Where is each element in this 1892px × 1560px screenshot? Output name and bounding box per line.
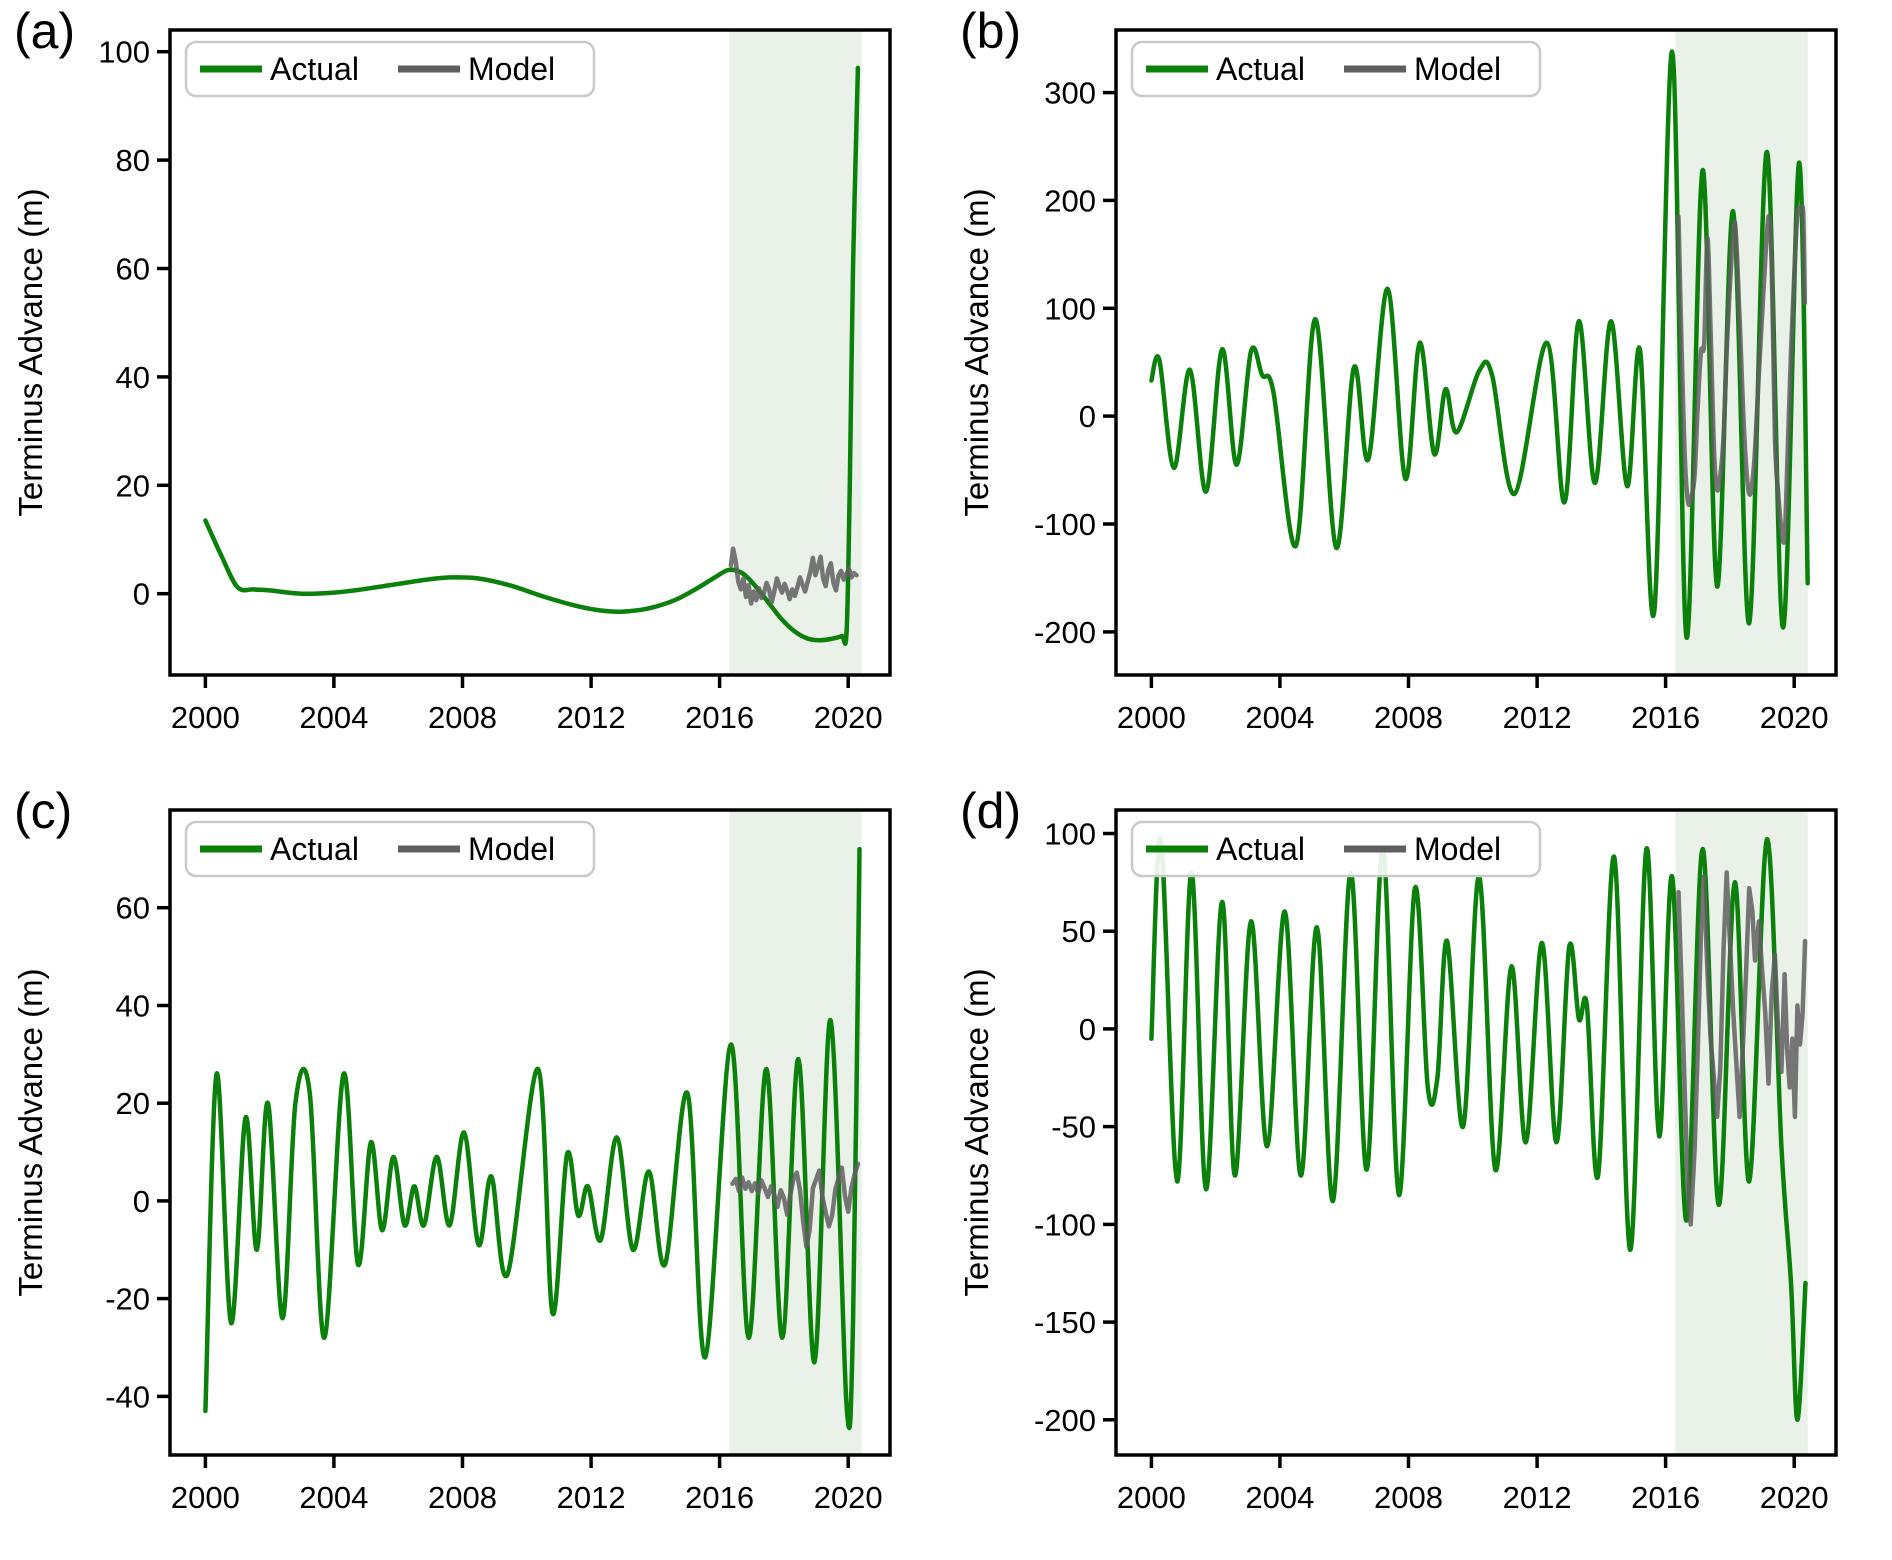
panel-a: (a) 2000 2004 2008 2012 2016 2020 0 20 40 60 80 100…: [0, 0, 946, 780]
x-tick-label: 2000: [1117, 1480, 1186, 1515]
y-tick-label: 0: [1079, 399, 1096, 434]
y-tick-label: 20: [116, 1086, 150, 1121]
y-tick-label: 20: [116, 468, 150, 503]
x-tick-label: 2016: [1631, 1480, 1700, 1515]
panel-c: (c) 2000 2004 2008 2012 2016 2020 -40 -20 0 20 40 6…: [0, 780, 946, 1560]
x-tick-label: 2008: [428, 700, 497, 735]
panel-b: (b) 2000 2004 2008 2012 2016 2020 -200 -100 0 100…: [946, 0, 1892, 780]
forecast-shaded-band: [729, 810, 862, 1455]
y-tick-label: -50: [1051, 1110, 1096, 1145]
axes-spines: [1114, 28, 1838, 677]
y-tick-label: 100: [1044, 817, 1096, 852]
x-tick-label: 2004: [1245, 700, 1314, 735]
x-tick-label: 2012: [557, 700, 626, 735]
x-tick-label: 2016: [685, 700, 754, 735]
y-axis-label: Terminus Advance (m): [958, 968, 995, 1296]
actual-line: [1149, 835, 1808, 1423]
panel-c-chart: 2000 2004 2008 2012 2016 2020 -40 -20 0 20 40 60 Ter…: [12, 808, 892, 1515]
x-tick-label: 2020: [1760, 700, 1829, 735]
actual-line: [203, 65, 861, 646]
panel-d: (d) 2000 2004 2008 2012 2016 2020 -200 -150 -100…: [946, 780, 1892, 1560]
x-tick-label: 2004: [1245, 1480, 1314, 1515]
legend-box: [184, 820, 596, 878]
legend-model-label: Model: [1414, 831, 1501, 867]
x-tick-label: 2008: [1374, 700, 1443, 735]
actual-line: [203, 846, 862, 1431]
panel-c-label: (c): [14, 783, 73, 839]
y-tick-label: -40: [105, 1379, 150, 1414]
x-tick-label: 2020: [1760, 1480, 1829, 1515]
model-line: [1676, 870, 1808, 1227]
legend-model-label: Model: [468, 51, 555, 87]
y-tick-label: 0: [1079, 1012, 1096, 1047]
x-tick-label: 2000: [1117, 700, 1186, 735]
x-tick-label: 2004: [299, 1480, 368, 1515]
x-tick-label: 2004: [299, 700, 368, 735]
legend-box: [1130, 40, 1542, 98]
legend-box: [184, 40, 596, 98]
y-axis-label: Terminus Advance (m): [12, 188, 49, 516]
legend-model-label: Model: [468, 831, 555, 867]
panel-d-chart: 2000 2004 2008 2012 2016 2020 -200 -150 -100 -50 0…: [958, 808, 1838, 1515]
panel-d-label: (d): [960, 783, 1022, 839]
legend-model-label: Model: [1414, 51, 1501, 87]
x-tick-label: 2000: [171, 700, 240, 735]
legend-actual-label: Actual: [1216, 51, 1305, 87]
x-tick-label: 2020: [814, 1480, 883, 1515]
panel-b-label: (b): [960, 3, 1022, 59]
x-tick-label: 2008: [1374, 1480, 1443, 1515]
y-tick-label: 0: [133, 1184, 150, 1219]
x-tick-label: 2012: [1503, 700, 1572, 735]
x-tick-label: 2012: [1503, 1480, 1572, 1515]
panel-a-label: (a): [14, 3, 76, 59]
y-tick-label: 100: [98, 35, 150, 70]
y-tick-label: -20: [105, 1282, 150, 1317]
y-tick-label: 40: [116, 360, 150, 395]
y-tick-label: 40: [116, 989, 150, 1024]
forecast-shaded-band: [729, 30, 862, 675]
model-line: [1676, 203, 1808, 545]
y-tick-label: -100: [1034, 1207, 1096, 1242]
y-tick-label: -100: [1034, 507, 1096, 542]
x-tick-label: 2000: [171, 1480, 240, 1515]
legend-actual-label: Actual: [270, 831, 359, 867]
y-tick-label: 60: [116, 891, 150, 926]
y-tick-label: -200: [1034, 615, 1096, 650]
y-tick-label: 300: [1044, 76, 1096, 111]
x-tick-label: 2020: [814, 700, 883, 735]
legend-actual-label: Actual: [270, 51, 359, 87]
panel-a-chart: 2000 2004 2008 2012 2016 2020 0 20 40 60 80 100 Term…: [12, 28, 892, 735]
axes-spines: [168, 28, 892, 677]
x-tick-label: 2016: [685, 1480, 754, 1515]
y-tick-label: 0: [133, 577, 150, 612]
y-tick-label: 50: [1062, 914, 1096, 949]
panel-b-chart: 2000 2004 2008 2012 2016 2020 -200 -100 0 100 200 3…: [958, 28, 1838, 735]
x-tick-label: 2008: [428, 1480, 497, 1515]
y-tick-label: 200: [1044, 183, 1096, 218]
y-tick-label: 80: [116, 143, 150, 178]
axes-spines: [168, 808, 892, 1457]
x-tick-label: 2012: [557, 1480, 626, 1515]
x-tick-label: 2016: [1631, 700, 1700, 735]
y-tick-label: -200: [1034, 1403, 1096, 1438]
y-tick-label: 60: [116, 252, 150, 287]
axes-spines: [1114, 808, 1838, 1457]
y-tick-label: -150: [1034, 1305, 1096, 1340]
y-axis-label: Terminus Advance (m): [12, 968, 49, 1296]
y-tick-label: 100: [1044, 291, 1096, 326]
legend-box: [1130, 820, 1542, 878]
model-line: [728, 546, 859, 606]
legend-actual-label: Actual: [1216, 831, 1305, 867]
model-line: [730, 1161, 861, 1250]
y-axis-label: Terminus Advance (m): [958, 188, 995, 516]
